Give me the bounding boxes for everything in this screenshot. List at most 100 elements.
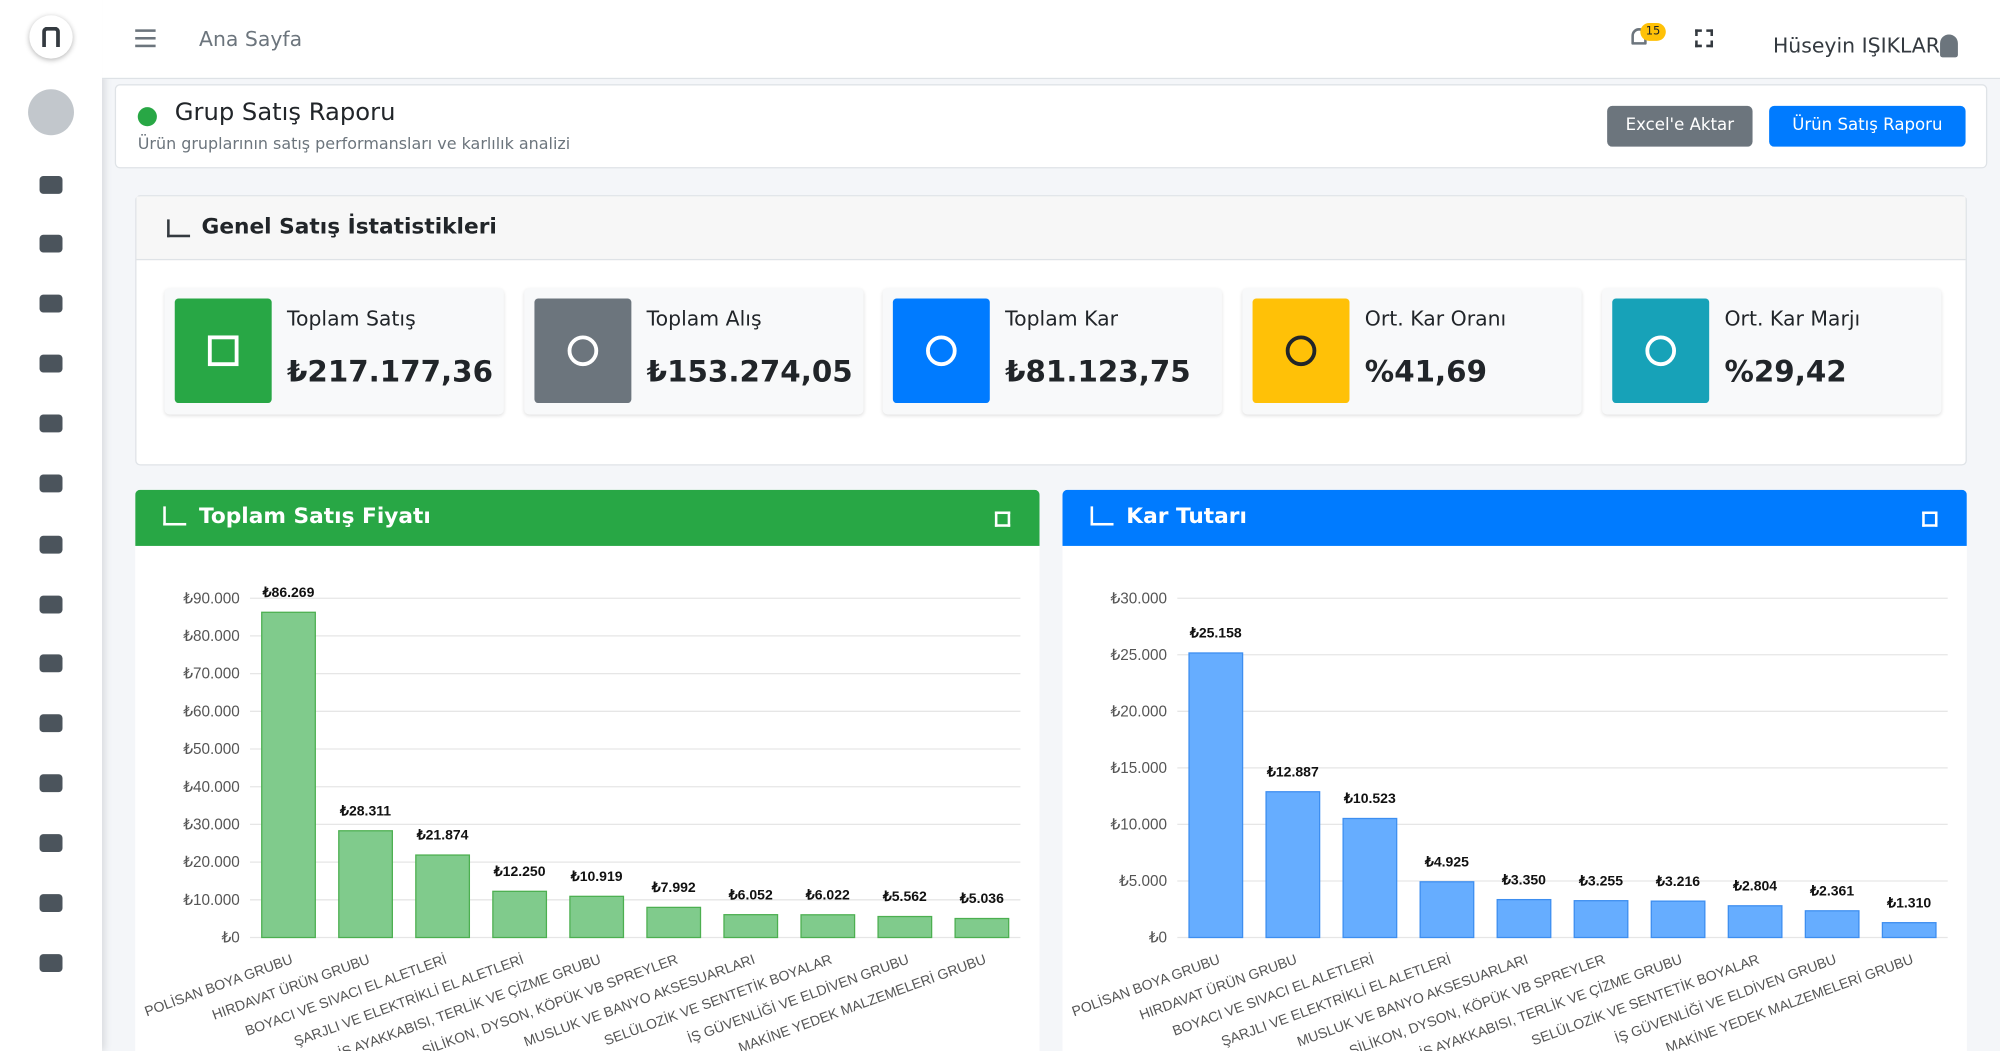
icon-glyph [1285, 335, 1317, 367]
stat-value: ₺81.123,75 [1005, 355, 1191, 390]
chart-header: Toplam Satış Fiyatı [135, 489, 1040, 546]
fullscreen-icon[interactable] [1695, 29, 1714, 48]
y-tick-label: ₺50.000 [183, 741, 240, 758]
data-label: ₺12.887 [1266, 763, 1319, 779]
breadcrumb[interactable]: Ana Sayfa [198, 26, 303, 52]
nav-icon[interactable] [39, 535, 63, 554]
bar [1265, 791, 1321, 939]
stat-icon [534, 298, 632, 404]
bar [1727, 905, 1783, 939]
chart-panel: Kar Tutarı ₺0 ₺5.000 ₺10.000 ₺15.000 ₺20.000 ₺… [1062, 489, 1967, 1051]
stat-icon [1252, 298, 1350, 404]
stat-card: Toplam Alış ₺153.274,05 [524, 288, 864, 415]
y-tick-label: ₺0 [222, 930, 240, 947]
data-label: ₺5.036 [959, 890, 1004, 906]
data-label: ₺6.022 [805, 886, 850, 902]
bar [1496, 898, 1552, 939]
stat-label: Toplam Alış [646, 306, 762, 331]
expand-icon[interactable] [1922, 511, 1938, 527]
data-label: ₺5.562 [882, 888, 927, 904]
icon-glyph [207, 335, 239, 367]
stat-label: Toplam Satış [286, 306, 416, 331]
nav-icon[interactable] [39, 474, 63, 493]
page-subtitle: Ürün gruplarının satış performansları ve… [137, 133, 571, 154]
data-label: ₺3.216 [1655, 873, 1700, 889]
y-tick-label: ₺10.000 [1111, 817, 1168, 834]
y-tick-label: ₺30.000 [183, 817, 240, 834]
chart-header: Kar Tutarı [1062, 489, 1967, 546]
stat-card: Toplam Satış ₺217.177,36 [164, 288, 504, 415]
stat-card: Ort. Kar Oranı %41,69 [1242, 288, 1582, 415]
nav-icon[interactable] [39, 954, 63, 972]
stats-card: Genel Satış İstatistikleri Toplam Satış ₺… [135, 195, 1967, 466]
chart-title: Toplam Satış Fiyatı [198, 503, 431, 530]
chart: ₺0 ₺5.000 ₺10.000 ₺15.000 ₺20.000 ₺25.000 ₺30.… [1069, 590, 1948, 1051]
nav-icon[interactable] [39, 294, 63, 313]
stat-label: Ort. Kar Oranı [1364, 306, 1507, 331]
stat-card: Toplam Kar ₺81.123,75 [882, 288, 1222, 415]
y-tick-label: ₺90.000 [183, 590, 240, 607]
bar [954, 917, 1010, 939]
bar [1881, 922, 1937, 939]
chart-icon [1090, 506, 1114, 526]
y-tick-label: ₺15.000 [1111, 760, 1168, 777]
data-label: ₺28.311 [339, 802, 391, 818]
chart-title: Kar Tutarı [1126, 503, 1247, 530]
icon-glyph [926, 335, 957, 367]
data-label: ₺4.925 [1424, 853, 1469, 869]
avatar[interactable] [28, 89, 74, 136]
data-label: ₺12.250 [493, 863, 546, 879]
y-tick-label: ₺0 [1149, 930, 1167, 947]
data-label: ₺25.158 [1189, 625, 1242, 641]
logo[interactable] [29, 15, 73, 59]
bar [800, 914, 856, 939]
chart-panel: Toplam Satış Fiyatı ₺0 ₺10.000 ₺20.000 ₺30.0… [135, 489, 1040, 1051]
page-header: Grup Satış Raporu Ürün gruplarının satış… [114, 84, 1988, 169]
chart-icon [167, 219, 191, 238]
data-label: ₺10.919 [570, 868, 623, 884]
nav-icon[interactable] [39, 414, 63, 433]
stat-icon [1612, 298, 1710, 404]
nav-icon[interactable] [39, 834, 63, 853]
nav-icon[interactable] [39, 595, 63, 614]
report-button[interactable]: Ürün Satış Raporu [1769, 105, 1966, 147]
excel-button[interactable]: Excel'e Aktar [1607, 105, 1753, 147]
y-tick-label: ₺30.000 [1111, 590, 1168, 607]
bar [1573, 900, 1629, 939]
data-label: ₺3.350 [1501, 871, 1546, 887]
data-label: ₺1.310 [1886, 894, 1931, 910]
y-tick-label: ₺20.000 [1111, 703, 1168, 720]
expand-icon[interactable] [994, 511, 1011, 527]
nav-icon[interactable] [39, 894, 63, 912]
bar [261, 611, 316, 939]
bar [1342, 817, 1398, 939]
nav-icon[interactable] [39, 354, 63, 373]
stat-card: Ort. Kar Marjı %29,42 [1602, 288, 1942, 415]
nav-icon[interactable] [39, 176, 63, 194]
page-title: Grup Satış Raporu [174, 98, 396, 127]
bar [1650, 900, 1706, 939]
user-icon[interactable] [1940, 34, 1958, 58]
bar [646, 906, 702, 939]
bar [723, 914, 779, 939]
stat-label: Toplam Kar [1005, 306, 1119, 331]
data-label: ₺2.361 [1809, 882, 1854, 898]
data-label: ₺21.874 [416, 827, 469, 843]
topbar: Ana Sayfa 15 Hüseyin IŞIKLAR [102, 0, 2000, 80]
nav-icon[interactable] [39, 774, 63, 793]
menu-toggle[interactable] [135, 29, 156, 32]
icon-glyph [1645, 335, 1677, 367]
stat-icon [174, 298, 272, 404]
nav-icon[interactable] [39, 714, 63, 733]
bar [338, 830, 393, 939]
nav-icon[interactable] [39, 654, 63, 673]
stats-header [136, 196, 1966, 261]
notification-badge: 15 [1640, 22, 1666, 41]
stats-title: Genel Satış İstatistikleri [201, 214, 497, 240]
data-label: ₺2.804 [1732, 877, 1777, 893]
user-name[interactable]: Hüseyin IŞIKLAR [1772, 33, 1940, 58]
nav-icon[interactable] [39, 234, 63, 253]
data-label: ₺6.052 [728, 886, 773, 902]
y-tick-label: ₺25.000 [1111, 647, 1168, 664]
